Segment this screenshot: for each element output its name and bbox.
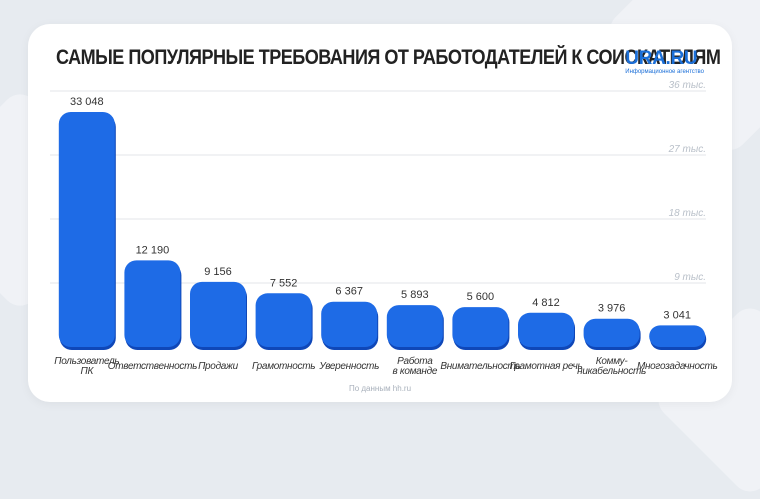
category-label: Работа в команде xyxy=(393,355,438,377)
category-label: Внимательность xyxy=(440,361,520,372)
bar xyxy=(452,307,509,347)
value-label: 9 156 xyxy=(204,266,232,278)
value-label: 7 552 xyxy=(270,277,298,289)
bar xyxy=(321,301,378,347)
category-label: Грамотная речь xyxy=(510,361,583,372)
category-label: Ответственность xyxy=(108,361,197,372)
chart-title: САМЫЕ ПОПУЛЯРНЫЕ ТРЕБОВАНИЯ ОТ РАБОТОДАТ… xyxy=(56,46,721,69)
y-tick-label: 9 тыс. xyxy=(674,272,706,283)
bar xyxy=(649,325,706,347)
value-label: 6 367 xyxy=(335,286,363,298)
bar xyxy=(255,293,312,347)
bar xyxy=(124,260,181,347)
bar xyxy=(518,312,574,347)
bar xyxy=(583,318,640,347)
value-label: 5 893 xyxy=(401,289,429,301)
category-label: Пользователь ПК xyxy=(54,356,119,377)
bar xyxy=(58,111,115,347)
value-label: 5 600 xyxy=(467,291,495,303)
value-label: 4 812 xyxy=(532,297,560,309)
source-note: По данным hh.ru xyxy=(348,384,412,393)
bar xyxy=(386,305,443,347)
value-label: 3 041 xyxy=(663,309,691,321)
logo-subtitle: Информационное агентство xyxy=(625,69,704,75)
category-label: Продажи xyxy=(198,361,239,372)
logo-text: URA.RU xyxy=(625,48,698,69)
category-label: Многозадачность xyxy=(637,361,718,372)
bar-chart: 9 тыс. 18 тыс. 27 тыс. 36 тыс. 33 048 Пользов… xyxy=(50,80,718,377)
value-label: 33 048 xyxy=(70,96,104,108)
y-tick-label: 27 тыс. xyxy=(668,144,706,155)
chart-card: САМЫЕ ПОПУЛЯРНЫЕ ТРЕБОВАНИЯ ОТ РАБОТОДАТ… xyxy=(28,24,732,402)
value-label: 3 976 xyxy=(598,303,626,315)
category-label: Комму-никабельность xyxy=(577,356,646,377)
category-label: Уверенность xyxy=(318,361,379,372)
category-label: Грамотность xyxy=(252,361,315,372)
value-label: 12 190 xyxy=(136,244,170,256)
y-tick-label: 18 тыс. xyxy=(669,208,706,219)
ura-logo: URA.RU Информационное агентство xyxy=(625,48,704,76)
bar xyxy=(190,281,246,347)
y-tick-label: 36 тыс. xyxy=(669,80,706,91)
